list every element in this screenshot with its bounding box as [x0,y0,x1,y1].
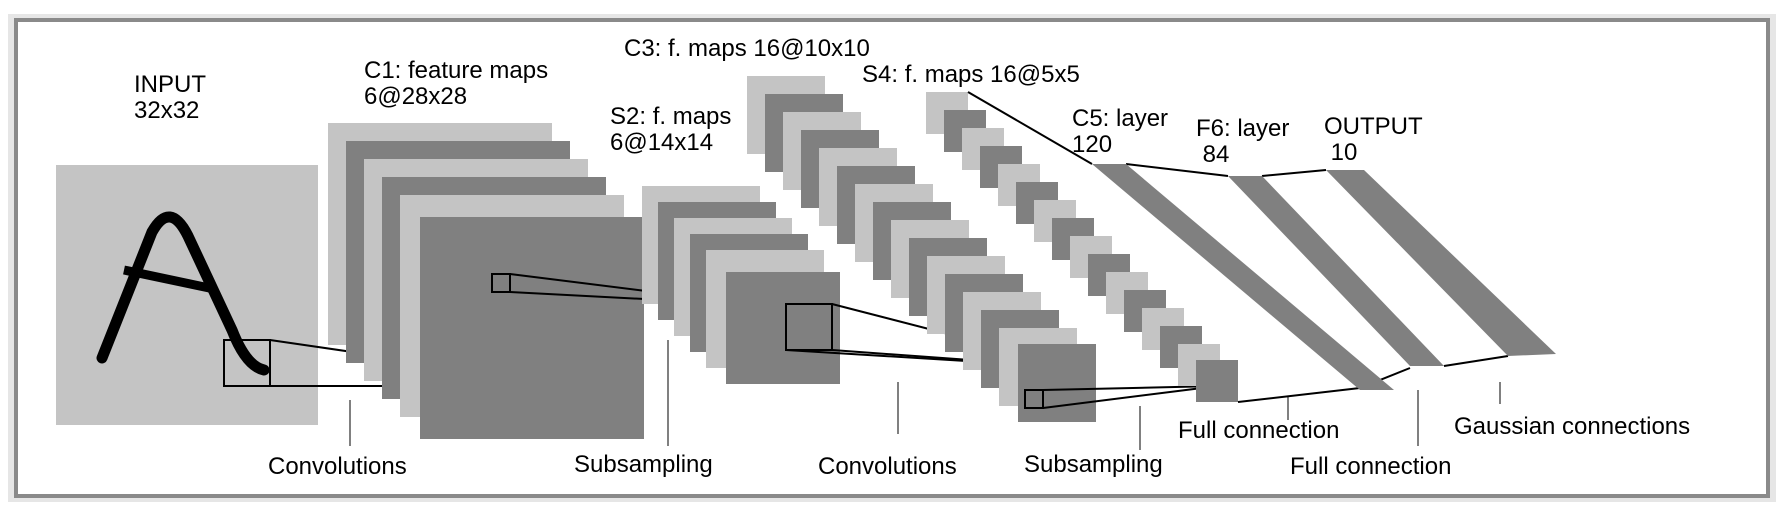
s4-to-c5-line [967,91,1093,165]
operation-ticks [349,340,1501,450]
gaussian-label: Gaussian connections [1454,413,1690,440]
f6-label: F6: layer 84 [1196,115,1296,168]
c5-to-f6-line [1125,163,1229,177]
c1-feature-maps [328,123,759,439]
s4-feature-maps [926,92,1238,402]
c3-map [1018,344,1096,422]
sub2-label: Subsampling [1024,451,1163,478]
c3-projection-line [1042,385,1219,409]
sub1-label: Subsampling [574,451,713,478]
s2-feature-maps [642,186,1081,384]
c1-receptive-field [491,273,511,293]
f6-to-output-line [1443,355,1509,367]
full2-label: Full connection [1290,453,1451,480]
s2-receptive-field [785,303,833,351]
conv1-label: Convolutions [268,453,407,480]
c3-feature-maps [747,76,1219,422]
handwritten-a-stroke [96,211,270,376]
c5-layer-bar [1092,164,1394,390]
c3-label: C3: f. maps 16@10x10 [624,35,870,62]
input-image [56,165,587,425]
input-receptive-field [223,339,271,387]
input-label: INPUT 32x32 [134,71,212,124]
full-connection-lines [967,91,1509,403]
input-plane [56,165,318,425]
s2-map [726,272,840,384]
handwritten-a-crossbar [123,265,215,294]
c3-receptive-field [1024,389,1044,409]
s2-label: S2: f. maps 6@14x14 [610,103,738,156]
output-layer-bar [1326,170,1556,356]
full1-label: Full connection [1178,417,1339,444]
c3-projection-line [1042,385,1219,391]
s4-label: S4: f. maps 16@5x5 [862,61,1080,88]
conv2-label: Convolutions [818,453,957,480]
s4-to-c5-line [1237,387,1361,403]
s4-map [1196,360,1238,402]
output-label: OUTPUT 10 [1324,113,1429,166]
c1-label: C1: feature maps 6@28x28 [364,57,555,110]
f6-layer-bar [1228,176,1444,366]
f6-to-output-line [1261,169,1327,177]
c1-map [420,217,644,439]
c5-label: C5: layer 120 [1072,105,1175,158]
